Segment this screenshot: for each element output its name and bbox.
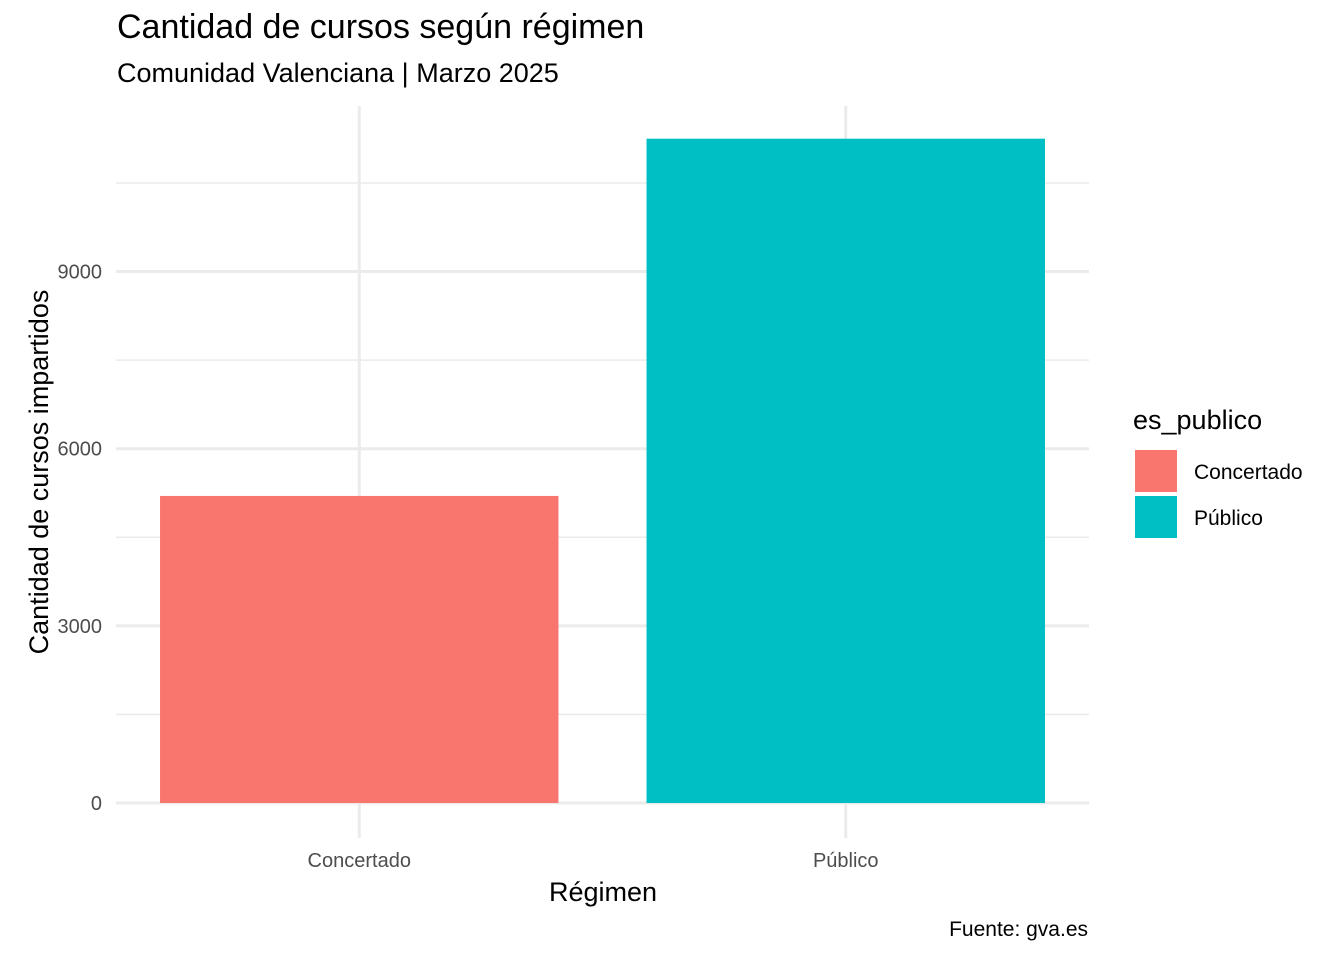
y-tick-label: 0 xyxy=(91,793,102,815)
chart-title: Cantidad de cursos según régimen xyxy=(117,8,645,46)
x-axis-title: Régimen xyxy=(549,877,657,907)
chart-subtitle: Comunidad Valenciana | Marzo 2025 xyxy=(117,58,559,88)
legend: es_publico Concertado Público xyxy=(1133,405,1303,538)
legend-item: Concertado xyxy=(1135,450,1303,492)
chart-caption: Fuente: gva.es xyxy=(949,918,1088,941)
legend-swatch xyxy=(1135,496,1177,538)
y-tick-label: 9000 xyxy=(58,262,103,284)
legend-item: Público xyxy=(1135,496,1263,538)
y-tick-labels: 0 3000 6000 9000 xyxy=(58,262,103,815)
bars xyxy=(160,138,1045,803)
legend-label: Público xyxy=(1194,507,1263,530)
x-tick-labels: Concertado Público xyxy=(308,850,879,872)
legend-swatch xyxy=(1135,450,1177,492)
x-tick-label: Público xyxy=(813,850,879,872)
y-tick-label: 3000 xyxy=(58,616,103,638)
y-tick-label: 6000 xyxy=(58,439,103,461)
bar-publico xyxy=(646,138,1045,803)
x-tick-label: Concertado xyxy=(308,850,411,872)
bar-concertado xyxy=(160,495,559,803)
legend-title: es_publico xyxy=(1133,405,1262,435)
y-axis-title: Cantidad de cursos impartidos xyxy=(24,290,54,655)
legend-label: Concertado xyxy=(1194,461,1303,484)
